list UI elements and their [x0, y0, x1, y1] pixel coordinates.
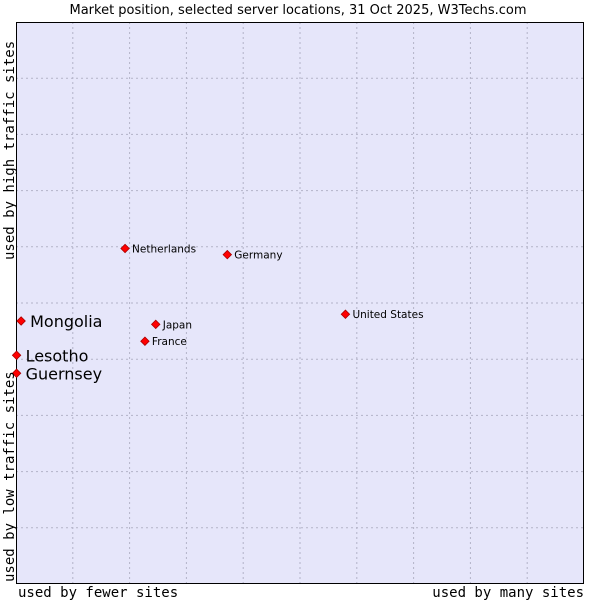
- plot-area: Netherlands Germany Japan France United Stat…: [11, 22, 584, 584]
- data-point-germany: Germany: [222, 249, 283, 262]
- point-marker-lesotho: [11, 350, 22, 361]
- data-point-mongolia: Mongolia: [16, 312, 102, 331]
- point-marker-mongolia: [16, 316, 26, 326]
- x-axis-label-left: used by fewer sites: [18, 585, 178, 600]
- data-point-united-states: United States: [340, 309, 424, 321]
- data-point-france: France: [140, 336, 187, 348]
- grid-lines: [16, 22, 584, 584]
- point-label-united-states: United States: [352, 309, 423, 321]
- data-point-lesotho: Lesotho: [11, 346, 89, 365]
- data-point-japan: Japan: [150, 319, 192, 331]
- point-marker-netherlands: [120, 243, 130, 254]
- point-marker-japan: [150, 319, 161, 330]
- point-marker-guernsey: [11, 368, 22, 379]
- point-marker-france: [140, 336, 150, 346]
- data-point-netherlands: Netherlands: [120, 243, 196, 255]
- point-label-guernsey: Guernsey: [26, 364, 102, 383]
- point-marker-germany: [222, 249, 233, 260]
- point-label-lesotho: Lesotho: [26, 346, 89, 365]
- data-points: Netherlands Germany Japan France United Stat…: [11, 243, 424, 383]
- y-axis-label-top: used by high traffic sites: [2, 41, 18, 260]
- plot-border: [16, 22, 584, 584]
- y-axis-label-bottom: used by low traffic sites: [2, 371, 18, 582]
- data-point-guernsey: Guernsey: [11, 364, 102, 383]
- x-axis-label-right: used by many sites: [432, 585, 584, 600]
- point-label-japan: Japan: [162, 319, 192, 331]
- point-label-netherlands: Netherlands: [132, 243, 196, 255]
- point-label-germany: Germany: [234, 250, 282, 262]
- point-label-france: France: [152, 336, 187, 348]
- chart-title: Market position, selected server locatio…: [69, 3, 526, 18]
- point-marker-united-states: [340, 309, 351, 320]
- point-label-mongolia: Mongolia: [30, 312, 102, 331]
